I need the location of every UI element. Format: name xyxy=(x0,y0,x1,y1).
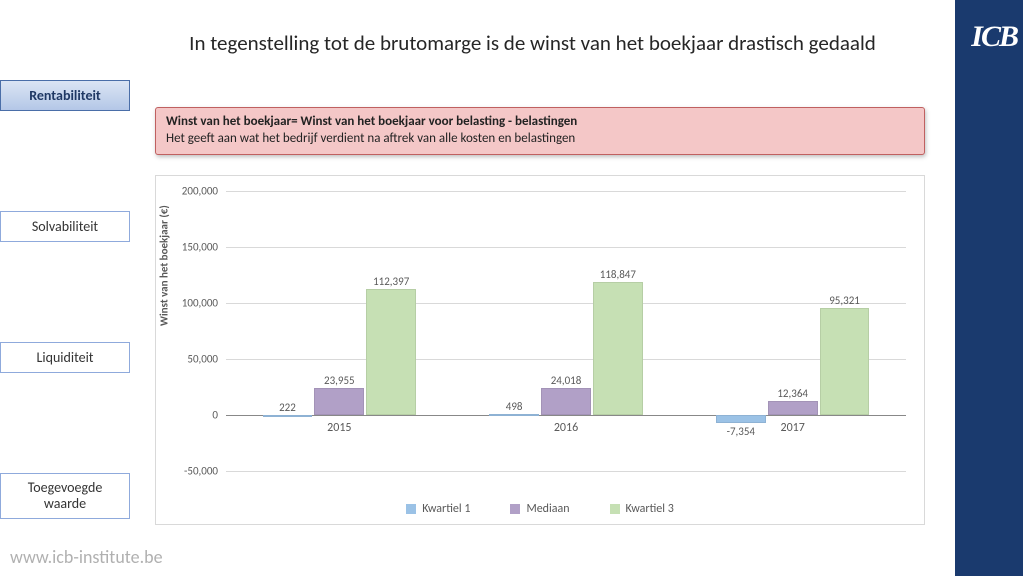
legend-swatch xyxy=(406,504,416,514)
footer-url: www.icb-institute.be xyxy=(10,546,163,568)
chart-legend: Kwartiel 1 Mediaan Kwartiel 3 xyxy=(156,502,924,516)
logo-text: ICB xyxy=(971,20,1017,54)
sidebar-item-liquiditeit[interactable]: Liquiditeit xyxy=(0,342,130,373)
chart-y-tick-label: 50,000 xyxy=(163,353,218,366)
chart-bar xyxy=(593,282,643,415)
brand-band: ICB xyxy=(955,0,1023,576)
definition-explain: Het geeft aan wat het bedrijf verdient n… xyxy=(166,131,914,148)
definition-box: Winst van het boekjaar= Winst van het bo… xyxy=(155,107,925,155)
chart-bar xyxy=(366,289,416,415)
chart-y-tick-label: 0 xyxy=(163,409,218,422)
chart-value-label: 112,397 xyxy=(373,275,409,288)
chart-y-tick-label: 150,000 xyxy=(163,241,218,254)
chart-y-tick-label: -50,000 xyxy=(163,465,218,478)
sidebar-item-toegevoegde-waarde[interactable]: Toegevoegde waarde xyxy=(0,473,130,519)
legend-label: Kwartiel 1 xyxy=(422,502,470,516)
legend-item-mediaan: Mediaan xyxy=(510,502,569,516)
chart-bar xyxy=(820,308,870,415)
chart-plot-area: -50,000050,000100,000150,000200,00022223… xyxy=(226,191,906,471)
definition-formula: Winst van het boekjaar= Winst van het bo… xyxy=(166,114,914,131)
slide-main: In tegenstelling tot de brutomarge is de… xyxy=(0,0,955,576)
chart-gridline xyxy=(226,471,906,472)
chart-gridline xyxy=(226,415,906,416)
chart-bar xyxy=(263,415,313,417)
sidebar-item-label: Rentabiliteit xyxy=(29,87,101,104)
chart-value-label: -7,354 xyxy=(727,425,755,438)
sidebar: Rentabiliteit Solvabiliteit Liquiditeit … xyxy=(0,80,135,519)
chart-gridline xyxy=(226,191,906,192)
chart-value-label: 23,955 xyxy=(324,374,355,387)
chart-bar xyxy=(768,401,818,415)
chart-value-label: 24,018 xyxy=(551,374,582,387)
chart-value-label: 95,321 xyxy=(829,294,860,307)
chart-bar xyxy=(489,414,539,416)
legend-item-kwartiel3: Kwartiel 3 xyxy=(610,502,674,516)
legend-swatch xyxy=(610,504,620,514)
sidebar-item-label: Solvabiliteit xyxy=(32,218,98,235)
chart-value-label: 12,364 xyxy=(777,387,808,400)
sidebar-item-label: Toegevoegde waarde xyxy=(28,479,103,512)
page-title: In tegenstelling tot de brutomarge is de… xyxy=(150,30,915,56)
profit-chart: Winst van het boekjaar (€) -50,000050,00… xyxy=(155,175,925,525)
chart-y-tick-label: 200,000 xyxy=(163,185,218,198)
chart-value-label: 118,847 xyxy=(600,268,636,281)
chart-category-label: 2016 xyxy=(554,421,578,435)
chart-category-label: 2017 xyxy=(780,421,804,435)
legend-label: Kwartiel 3 xyxy=(626,502,674,516)
chart-y-tick-label: 100,000 xyxy=(163,297,218,310)
chart-value-label: 498 xyxy=(506,400,523,413)
chart-bar xyxy=(716,415,766,423)
chart-value-label: 222 xyxy=(279,401,296,414)
legend-item-kwartiel1: Kwartiel 1 xyxy=(406,502,470,516)
chart-gridline xyxy=(226,247,906,248)
legend-label: Mediaan xyxy=(526,502,569,516)
chart-bar xyxy=(314,388,364,415)
sidebar-item-label: Liquiditeit xyxy=(37,349,94,366)
chart-gridline xyxy=(226,359,906,360)
chart-category-label: 2015 xyxy=(327,421,351,435)
sidebar-item-solvabiliteit[interactable]: Solvabiliteit xyxy=(0,211,130,242)
chart-bar xyxy=(541,388,591,415)
chart-gridline xyxy=(226,303,906,304)
legend-swatch xyxy=(510,504,520,514)
sidebar-item-rentabiliteit[interactable]: Rentabiliteit xyxy=(0,80,130,111)
